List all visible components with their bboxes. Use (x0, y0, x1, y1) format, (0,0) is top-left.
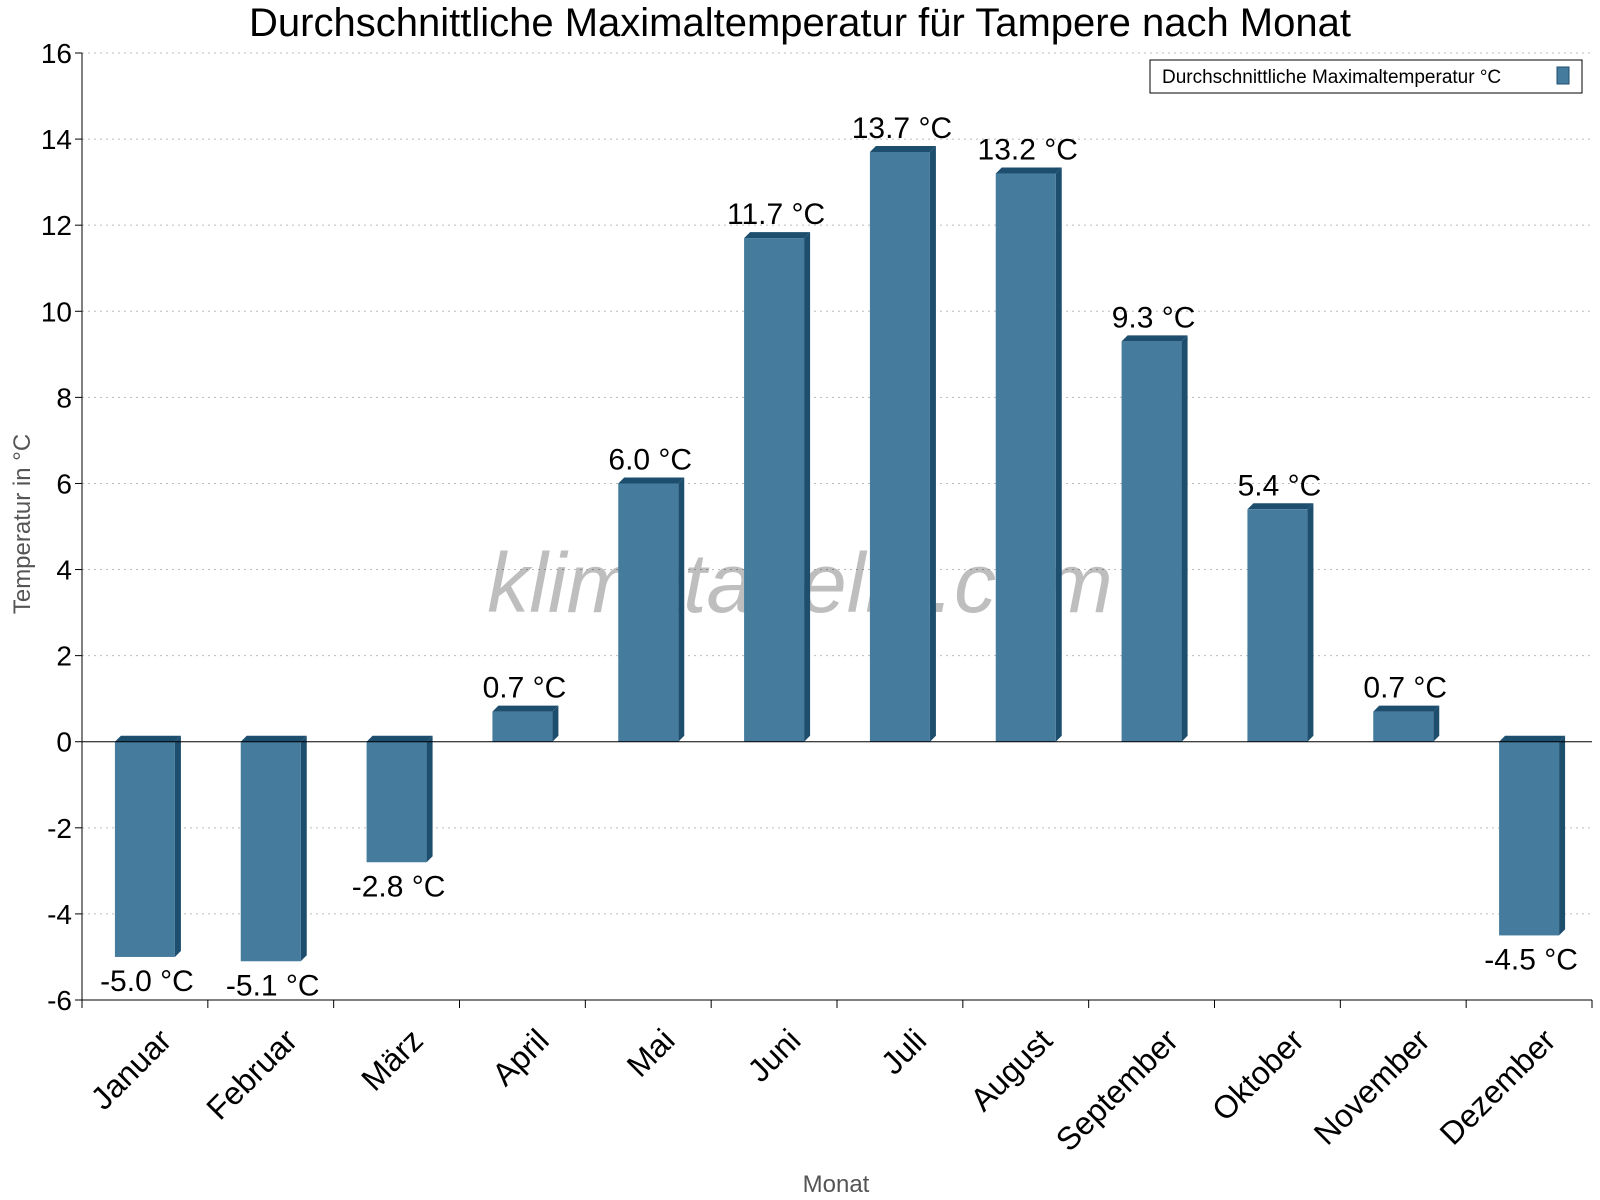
x-axis-label: Monat (803, 1171, 870, 1198)
bar (1121, 335, 1188, 742)
y-tick-label: 0 (56, 727, 72, 758)
bar-top (869, 146, 936, 153)
gridlines (82, 52, 1592, 915)
data-label: 9.3 °C (1112, 301, 1196, 334)
bar-side (929, 146, 936, 742)
bar-top (240, 735, 307, 742)
legend-entry: Durchschnittliche Maximaltemperatur °C (1162, 67, 1501, 88)
bar-top (1121, 335, 1188, 342)
bar-top (1499, 735, 1566, 742)
bar-front (1499, 741, 1560, 936)
axes (75, 52, 1593, 1008)
x-tick-label: März (354, 1022, 430, 1098)
legend-swatch (1556, 66, 1570, 85)
bar-side (1055, 167, 1062, 742)
bar (1499, 735, 1566, 936)
data-label: -4.5 °C (1484, 943, 1578, 976)
bar-front (492, 711, 553, 742)
x-tick-label: April (485, 1022, 556, 1093)
y-tick-label: -2 (47, 813, 72, 844)
data-label: 6.0 °C (608, 443, 692, 476)
y-tick-label: 12 (41, 210, 72, 241)
data-label: 0.7 °C (483, 672, 567, 705)
bar-front (240, 741, 301, 962)
x-tick-label: Juni (740, 1022, 807, 1089)
x-tick-label: November (1307, 1022, 1437, 1152)
y-tick-labels: -6 -4 -2 0 2 4 6 8 10 12 14 16 (41, 38, 72, 1016)
y-tick-label: 8 (56, 382, 72, 413)
bar-front (618, 483, 679, 742)
bar-top (744, 232, 811, 239)
legend-box (1149, 59, 1583, 94)
bar-top (1247, 503, 1314, 510)
bar (492, 705, 559, 742)
bar-top (618, 477, 685, 484)
data-label: -5.1 °C (226, 969, 320, 1002)
bar-side (1181, 335, 1188, 742)
value-labels: -5.0 °C -5.1 °C -2.8 °C 0.7 °C 6.0 °C 11.7 °C… (100, 112, 1578, 1002)
bar-front (1373, 711, 1434, 742)
bar-side (1433, 705, 1440, 742)
x-tick-label: September (1049, 1022, 1185, 1158)
y-tick-label: 6 (56, 468, 72, 499)
bar (114, 735, 181, 957)
data-label: -2.8 °C (352, 870, 446, 903)
y-tick-label: 10 (41, 296, 72, 327)
bar-top (366, 735, 433, 742)
x-tick-label: Oktober (1205, 1022, 1311, 1128)
y-tick-label: 16 (41, 38, 72, 69)
data-label: 0.7 °C (1363, 672, 1447, 705)
bar (995, 167, 1062, 742)
x-tick-label: Januar (84, 1022, 179, 1117)
bar-top (1373, 705, 1440, 712)
bar-front (1121, 341, 1182, 742)
bar-front (869, 152, 930, 742)
bar (366, 735, 433, 863)
bar-side (678, 477, 685, 742)
bar-side (426, 735, 433, 863)
bar (1247, 503, 1314, 742)
x-tick-label: Juli (874, 1022, 933, 1081)
x-tick-labels: Januar Februar März April Mai Juni Juli AugustS… (84, 1022, 1563, 1158)
chart-title: Durchschnittliche Maximaltemperatur für … (249, 1, 1351, 45)
bar (744, 232, 811, 742)
bar-side (174, 735, 181, 957)
bar-front (744, 238, 805, 742)
bar-front (366, 741, 427, 863)
y-tick-label: 4 (56, 555, 72, 586)
bar-side (1307, 503, 1314, 742)
bar (240, 735, 307, 962)
bar (618, 477, 685, 742)
data-label: 5.4 °C (1238, 469, 1322, 502)
data-label: 13.7 °C (852, 112, 952, 145)
data-label: 11.7 °C (727, 198, 825, 231)
bar-front (114, 741, 175, 957)
bars (114, 146, 1566, 962)
x-tick-label: Februar (199, 1022, 304, 1127)
data-label: 13.2 °C (978, 134, 1078, 167)
x-tick-label: Mai (620, 1022, 682, 1084)
legend: Durchschnittliche Maximaltemperatur °C (1149, 59, 1583, 94)
x-tick-label: Dezember (1433, 1022, 1563, 1152)
y-tick-label: -6 (47, 985, 72, 1016)
y-tick-label: 2 (56, 641, 72, 672)
bar-side (1559, 735, 1566, 936)
x-tick-label: August (963, 1022, 1059, 1118)
y-axis-label: Temperatur in °C (9, 434, 36, 614)
bar (869, 146, 936, 742)
bar-side (300, 735, 307, 962)
bar-front (1247, 509, 1308, 742)
bar (1373, 705, 1440, 742)
bar-side (804, 232, 811, 742)
bar-front (995, 173, 1056, 742)
y-tick-label: 14 (41, 124, 72, 155)
bar-top (114, 735, 181, 742)
bar-top (492, 705, 559, 712)
data-label: -5.0 °C (100, 965, 194, 998)
y-tick-label: -4 (47, 899, 72, 930)
bar-top (995, 167, 1062, 174)
bar-side (552, 705, 559, 742)
